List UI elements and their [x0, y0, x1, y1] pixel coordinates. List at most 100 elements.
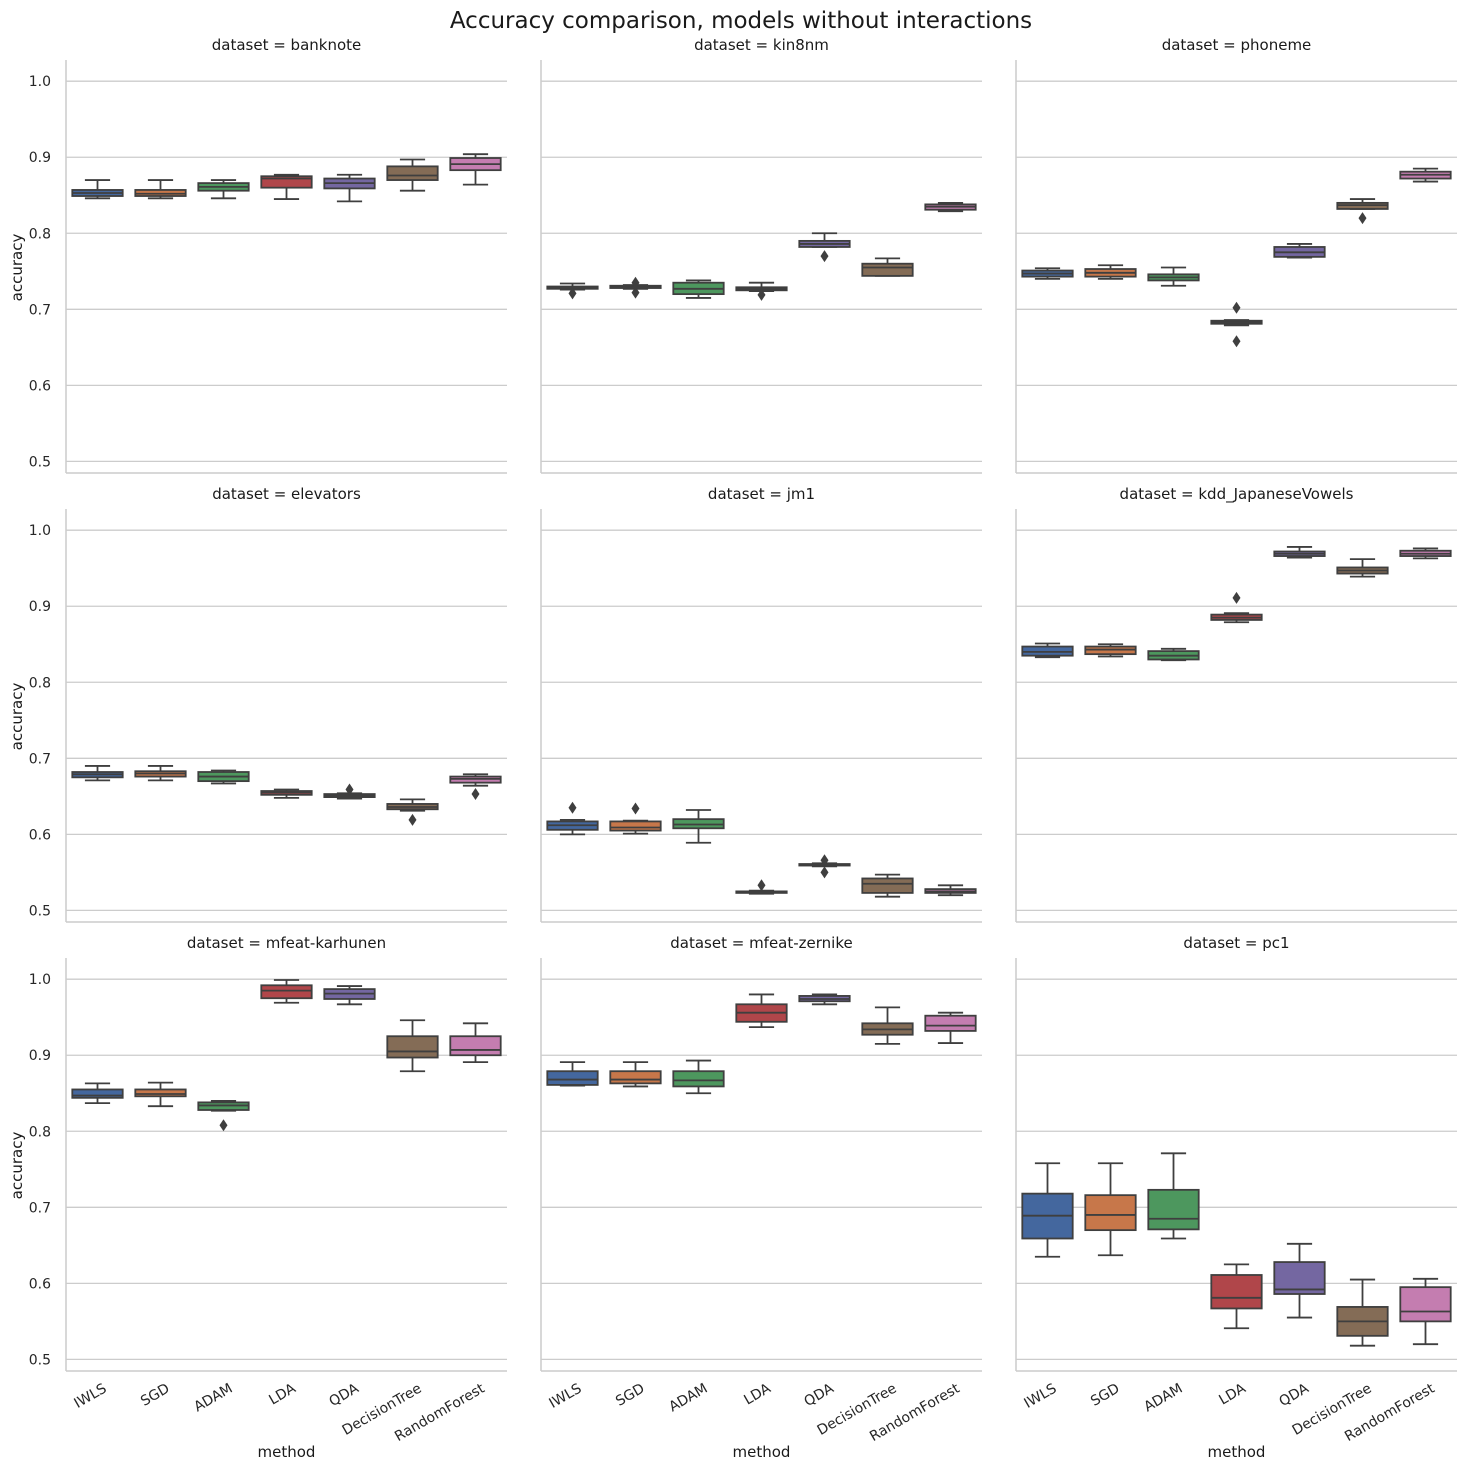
box-body [260, 984, 313, 1000]
box-QDA [1273, 1242, 1326, 1319]
panel-title: dataset = banknote [212, 36, 362, 54]
panel: dataset = jm1 [540, 485, 982, 923]
box-IWLS [71, 765, 124, 782]
box-ADAM [672, 1059, 725, 1095]
chart-panels: dataset = banknote 0.5 0.6 0.7 0.8 0.9 1.0 accu… [8, 36, 1457, 1461]
y-tick-label: 0.5 [29, 454, 51, 470]
box-ADAM [1147, 1152, 1200, 1240]
outlier-point [408, 813, 417, 826]
y-tick-label: 0.7 [29, 302, 51, 318]
box-ADAM [197, 1099, 250, 1132]
panel-title: dataset = kin8nm [694, 36, 829, 54]
box-IWLS [546, 801, 599, 836]
x-tick-label: QDA [1277, 1380, 1312, 1410]
y-tick-label: 0.9 [29, 150, 51, 166]
box-LDA [1210, 301, 1263, 348]
y-axis-label: accuracy [8, 683, 26, 751]
box-body [1147, 1188, 1200, 1231]
x-tick-label: LDA [266, 1380, 299, 1408]
box-body [1210, 1274, 1263, 1310]
box-SGD [609, 276, 662, 299]
box-LDA [260, 979, 313, 1004]
box-LDA [735, 879, 788, 895]
y-tick-label: 0.5 [29, 1352, 51, 1368]
box-SGD [1084, 264, 1137, 280]
box-DecisionTree [1336, 558, 1389, 578]
x-tick-label: SGD [613, 1381, 647, 1410]
box-RandomForest [449, 773, 502, 801]
box-ADAM [672, 279, 725, 299]
panel: dataset = phoneme [1015, 36, 1457, 474]
x-tick-label: QDA [802, 1380, 837, 1410]
box-RandomForest [924, 201, 977, 213]
panel: dataset = kdd_JapaneseVowels [1015, 485, 1457, 923]
panel-title: dataset = mfeat-zernike [670, 934, 852, 952]
box-RandomForest [1399, 167, 1452, 183]
x-tick-label: LDA [1216, 1380, 1249, 1408]
box-SGD [609, 1061, 662, 1088]
box-IWLS [1021, 267, 1074, 280]
box-body [546, 1070, 599, 1086]
y-tick-label: 0.6 [29, 378, 51, 394]
box-QDA [323, 985, 376, 1006]
box-LDA [1210, 1263, 1263, 1330]
x-tick-label: ADAM [1141, 1381, 1185, 1416]
outlier-point [631, 276, 640, 289]
panel-title: dataset = jm1 [708, 485, 815, 503]
y-tick-label: 1.0 [29, 74, 51, 90]
x-tick-label: ADAM [666, 1381, 710, 1416]
y-tick-label: 0.9 [29, 1048, 51, 1064]
box-body [386, 1035, 439, 1059]
x-tick-label: IWLS [1021, 1381, 1059, 1412]
box-body [386, 165, 439, 181]
y-tick-label: 0.7 [29, 751, 51, 767]
box-DecisionTree [861, 257, 914, 277]
outlier-point [820, 866, 829, 879]
outlier-point [1232, 591, 1241, 604]
box-LDA [735, 281, 788, 301]
box-QDA [323, 783, 376, 800]
box-body [609, 820, 662, 832]
x-axis-label: method [1208, 1443, 1266, 1461]
panel-title: dataset = pc1 [1183, 934, 1289, 952]
panel: dataset = banknote 0.5 0.6 0.7 0.8 0.9 1.0 accu… [8, 36, 507, 474]
x-tick-label: LDA [741, 1380, 774, 1408]
box-DecisionTree [861, 873, 914, 898]
box-QDA [1273, 546, 1326, 559]
box-DecisionTree [1336, 198, 1389, 225]
outlier-point [1232, 335, 1241, 348]
box-body [672, 1070, 725, 1088]
box-body [1399, 1286, 1452, 1323]
outlier-point [1358, 212, 1367, 225]
box-DecisionTree [386, 1019, 439, 1073]
box-QDA [323, 173, 376, 203]
outlier-point [757, 288, 766, 301]
box-IWLS [1021, 642, 1074, 659]
y-tick-label: 1.0 [29, 523, 51, 539]
box-LDA [260, 173, 313, 200]
panel-title: dataset = phoneme [1162, 36, 1312, 54]
box-RandomForest [924, 884, 977, 897]
box-ADAM [1147, 647, 1200, 662]
x-tick-label: IWLS [546, 1381, 584, 1412]
panel: dataset = mfeat-karhunen 0.5 0.6 0.7 0.8 0.9 1… [8, 934, 507, 1461]
box-IWLS [546, 282, 599, 300]
box-ADAM [197, 769, 250, 785]
box-body [609, 1070, 662, 1085]
x-tick-label: QDA [327, 1380, 362, 1410]
panel: dataset = kin8nm [540, 36, 982, 474]
outlier-point [345, 783, 354, 796]
y-tick-label: 0.6 [29, 1276, 51, 1292]
box-DecisionTree [861, 1006, 914, 1045]
x-tick-label: SGD [1088, 1381, 1122, 1410]
box-QDA [798, 854, 851, 879]
x-axis-label: method [733, 1443, 791, 1461]
box-DecisionTree [386, 158, 439, 192]
box-RandomForest [1399, 547, 1452, 560]
outlier-point [631, 802, 640, 815]
box-IWLS [546, 1061, 599, 1087]
chart-title: Accuracy comparison, models without inte… [450, 8, 1032, 34]
box-QDA [798, 993, 851, 1006]
box-ADAM [197, 179, 250, 200]
